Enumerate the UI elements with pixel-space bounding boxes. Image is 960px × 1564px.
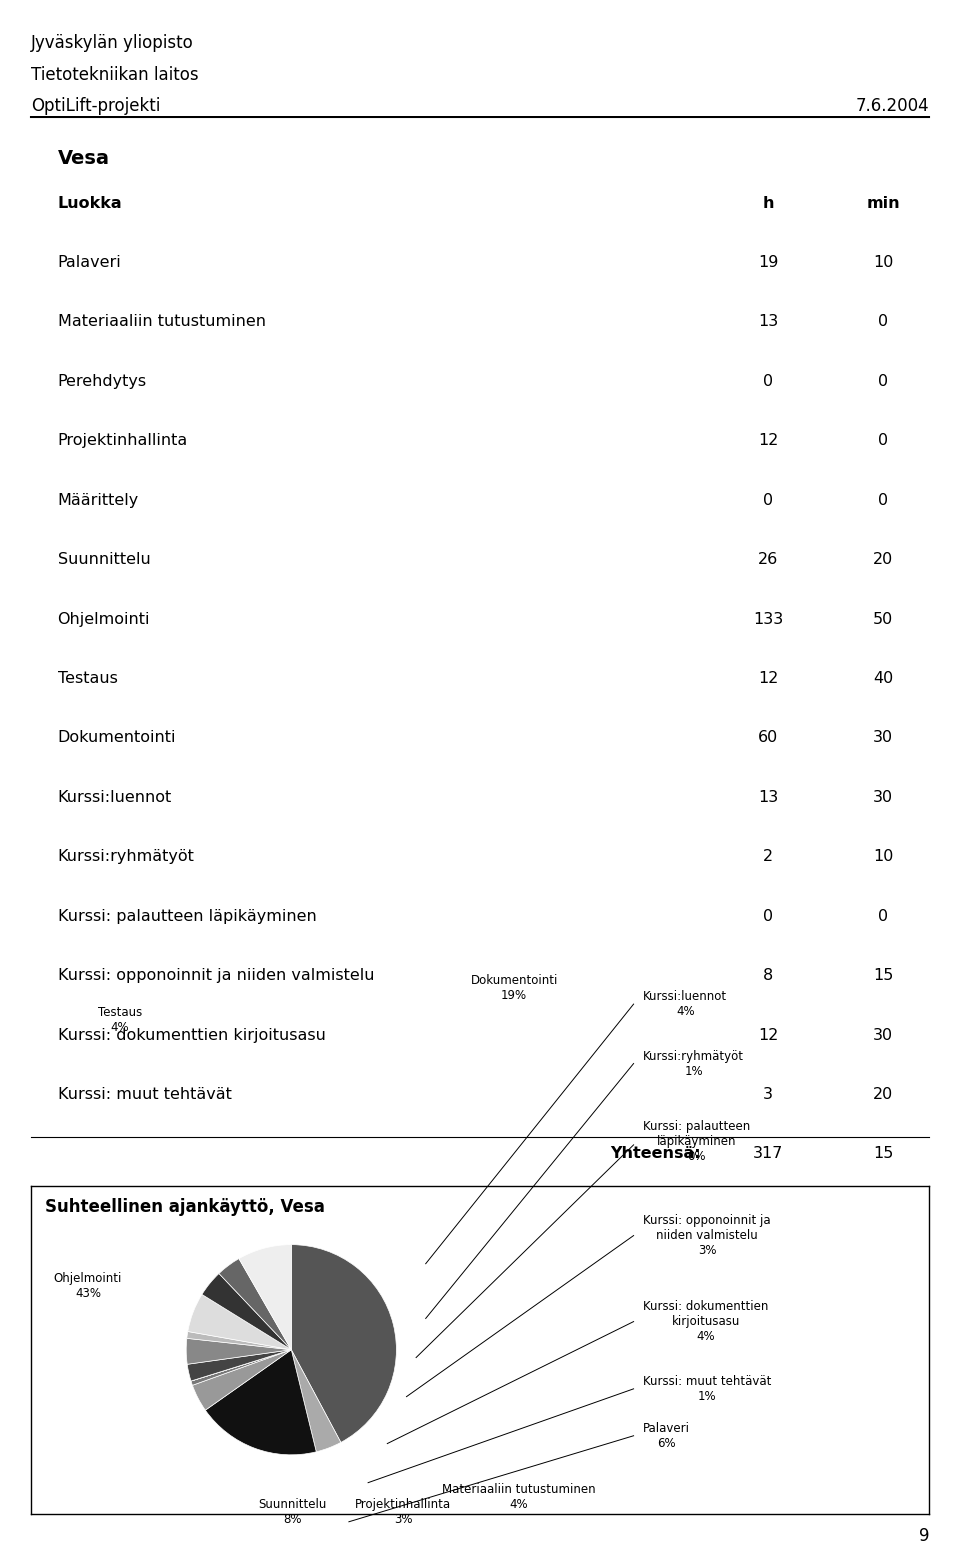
Text: 2: 2 <box>763 849 773 865</box>
Text: Ohjelmointi
43%: Ohjelmointi 43% <box>54 1272 122 1300</box>
Text: OptiLift-projekti: OptiLift-projekti <box>31 97 160 116</box>
Text: 13: 13 <box>757 790 779 805</box>
Text: Projektinhallinta: Projektinhallinta <box>58 433 188 449</box>
Text: 15: 15 <box>873 968 894 984</box>
Text: 8: 8 <box>763 968 773 984</box>
Wedge shape <box>239 1245 291 1350</box>
Text: min: min <box>866 196 900 211</box>
Wedge shape <box>188 1295 291 1350</box>
Wedge shape <box>191 1350 291 1381</box>
Text: 0: 0 <box>878 493 888 508</box>
Text: Materiaaliin tutustuminen: Materiaaliin tutustuminen <box>58 314 266 330</box>
Text: Kurssi:ryhmätyöt: Kurssi:ryhmätyöt <box>58 849 195 865</box>
Text: 12: 12 <box>757 433 779 449</box>
Text: Kurssi: palautteen läpikäyminen: Kurssi: palautteen läpikäyminen <box>58 909 317 924</box>
Text: Suunnittelu
8%: Suunnittelu 8% <box>258 1498 327 1526</box>
Wedge shape <box>191 1350 291 1386</box>
Text: Kurssi: opponoinnit ja niiden valmistelu: Kurssi: opponoinnit ja niiden valmistelu <box>58 968 374 984</box>
Text: 133: 133 <box>753 612 783 627</box>
Text: Dokumentointi: Dokumentointi <box>58 730 176 746</box>
Text: 3: 3 <box>763 1087 773 1103</box>
Text: Luokka: Luokka <box>58 196 122 211</box>
Text: 40: 40 <box>873 671 894 687</box>
Text: 50: 50 <box>873 612 894 627</box>
Text: Palaveri: Palaveri <box>58 255 121 271</box>
Text: Kurssi: opponoinnit ja
niiden valmistelu
3%: Kurssi: opponoinnit ja niiden valmistelu… <box>643 1214 771 1257</box>
Text: 0: 0 <box>763 493 773 508</box>
Wedge shape <box>192 1350 291 1411</box>
Wedge shape <box>291 1350 341 1451</box>
Text: 0: 0 <box>878 374 888 389</box>
Text: 0: 0 <box>763 909 773 924</box>
Text: Kurssi: palautteen
läpikäyminen
0%: Kurssi: palautteen läpikäyminen 0% <box>643 1120 751 1164</box>
Text: Ohjelmointi: Ohjelmointi <box>58 612 150 627</box>
Text: 60: 60 <box>757 730 779 746</box>
Wedge shape <box>202 1273 291 1350</box>
Text: 30: 30 <box>874 1028 893 1043</box>
Text: 13: 13 <box>757 314 779 330</box>
Text: 10: 10 <box>873 255 894 271</box>
Text: Kurssi: muut tehtävät
1%: Kurssi: muut tehtävät 1% <box>643 1375 772 1403</box>
Wedge shape <box>205 1350 316 1455</box>
Text: 0: 0 <box>763 374 773 389</box>
Text: Dokumentointi
19%: Dokumentointi 19% <box>470 974 558 1003</box>
Text: Jyväskylän yliopisto: Jyväskylän yliopisto <box>31 34 194 53</box>
Text: Kurssi: dokumenttien
kirjoitusasu
4%: Kurssi: dokumenttien kirjoitusasu 4% <box>643 1300 769 1343</box>
Text: Suhteellinen ajankäyttö, Vesa: Suhteellinen ajankäyttö, Vesa <box>45 1198 325 1217</box>
Text: 20: 20 <box>873 1087 894 1103</box>
Text: Kurssi: dokumenttien kirjoitusasu: Kurssi: dokumenttien kirjoitusasu <box>58 1028 325 1043</box>
Text: 30: 30 <box>874 790 893 805</box>
Text: 12: 12 <box>757 1028 779 1043</box>
Text: 15: 15 <box>873 1146 894 1162</box>
Text: 26: 26 <box>757 552 779 568</box>
Wedge shape <box>187 1350 291 1381</box>
Text: 10: 10 <box>873 849 894 865</box>
Text: Määrittely: Määrittely <box>58 493 139 508</box>
Text: Suunnittelu: Suunnittelu <box>58 552 151 568</box>
Text: 7.6.2004: 7.6.2004 <box>855 97 929 116</box>
Text: 12: 12 <box>757 671 779 687</box>
Text: Projektinhallinta
3%: Projektinhallinta 3% <box>355 1498 451 1526</box>
Wedge shape <box>291 1245 396 1442</box>
Text: 317: 317 <box>753 1146 783 1162</box>
Wedge shape <box>219 1259 291 1350</box>
Text: Testaus: Testaus <box>58 671 117 687</box>
Text: Perehdytys: Perehdytys <box>58 374 147 389</box>
Text: 0: 0 <box>878 314 888 330</box>
Text: Vesa: Vesa <box>58 149 109 167</box>
Text: Tietotekniikan laitos: Tietotekniikan laitos <box>31 66 199 84</box>
Text: 19: 19 <box>757 255 779 271</box>
Text: Kurssi: muut tehtävät: Kurssi: muut tehtävät <box>58 1087 231 1103</box>
Text: 9: 9 <box>919 1526 929 1545</box>
Text: Yhteensä:: Yhteensä: <box>611 1146 701 1162</box>
Text: 0: 0 <box>878 909 888 924</box>
Text: Kurssi:luennot
4%: Kurssi:luennot 4% <box>643 990 728 1018</box>
Wedge shape <box>186 1339 291 1364</box>
Text: Testaus
4%: Testaus 4% <box>98 1006 142 1034</box>
Text: 0: 0 <box>878 433 888 449</box>
Text: h: h <box>762 196 774 211</box>
Wedge shape <box>187 1331 291 1350</box>
Text: 30: 30 <box>874 730 893 746</box>
Text: 20: 20 <box>873 552 894 568</box>
Text: Kurssi:ryhmätyöt
1%: Kurssi:ryhmätyöt 1% <box>643 1049 744 1078</box>
Text: Kurssi:luennot: Kurssi:luennot <box>58 790 172 805</box>
Text: Palaveri
6%: Palaveri 6% <box>643 1422 690 1450</box>
Text: Materiaaliin tutustuminen
4%: Materiaaliin tutustuminen 4% <box>442 1483 595 1511</box>
